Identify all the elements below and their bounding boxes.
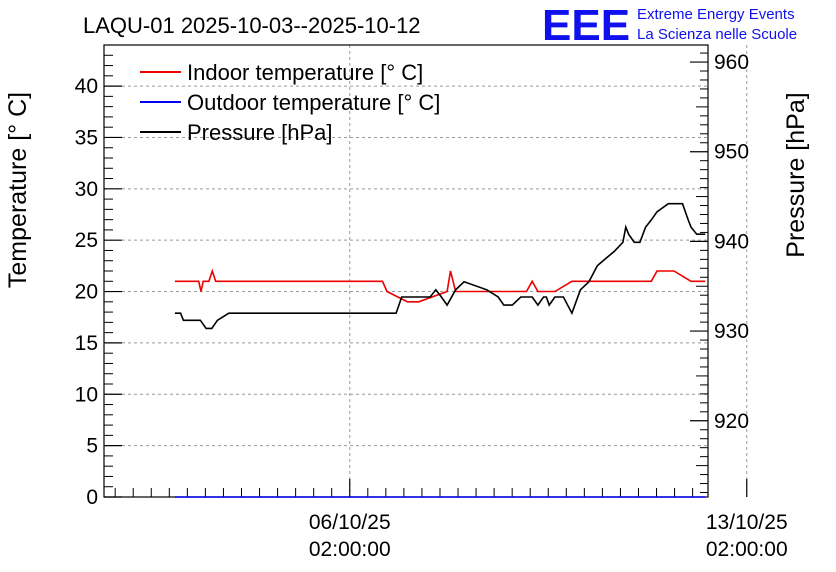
y2-tick-label: 930 xyxy=(714,320,749,343)
eee-logo: EEE Extreme Energy Events La Scienza nel… xyxy=(542,1,797,50)
y2-tick-label: 920 xyxy=(714,410,749,433)
y-tick-label: 0 xyxy=(86,486,98,509)
grid xyxy=(104,45,748,497)
y-tick-label: 15 xyxy=(75,332,98,355)
x-tick-label-time: 02:00:00 xyxy=(309,538,391,561)
x-tick-label-date: 13/10/25 xyxy=(706,511,788,534)
y-tick-label: 30 xyxy=(75,178,98,201)
y-tick-label: 25 xyxy=(75,229,98,252)
legend: Indoor temperature [° C] Outdoor temperat… xyxy=(140,60,440,145)
logo-line-1: Extreme Energy Events xyxy=(637,6,795,23)
series-line-indoor xyxy=(174,268,706,303)
x-tick-label-time: 02:00:00 xyxy=(706,538,788,561)
x-axis: 06/10/25 02:00:00 13/10/25 02:00:00 xyxy=(114,479,788,561)
x-tick-label-date: 06/10/25 xyxy=(309,511,391,534)
left-axis: 0 5 10 15 20 25 30 35 40 xyxy=(75,44,122,509)
chart-title: LAQU-01 2025-10-03--2025-10-12 xyxy=(83,13,421,38)
y2-axis-title: Pressure [hPa] xyxy=(782,92,810,257)
y-axis-title: Temperature [° C] xyxy=(4,92,32,288)
series-line-pressure xyxy=(174,202,706,330)
y-tick-label: 35 xyxy=(75,126,98,149)
right-axis: 920 930 940 950 960 xyxy=(690,51,749,494)
legend-label: Indoor temperature [° C] xyxy=(187,60,423,85)
y-tick-label: 20 xyxy=(75,281,98,304)
y2-tick-label: 940 xyxy=(714,230,749,253)
legend-label: Pressure [hPa] xyxy=(187,120,333,145)
y-tick-label: 10 xyxy=(75,383,98,406)
y2-tick-label: 950 xyxy=(714,141,749,164)
y-tick-label: 5 xyxy=(86,435,98,458)
logo-line-2: La Scienza nelle Scuole xyxy=(637,26,797,43)
logo-mark: EEE xyxy=(542,1,630,50)
y-tick-label: 40 xyxy=(75,75,98,98)
legend-label: Outdoor temperature [° C] xyxy=(187,90,440,115)
series-layer xyxy=(174,202,706,498)
y2-tick-label: 960 xyxy=(714,51,749,74)
